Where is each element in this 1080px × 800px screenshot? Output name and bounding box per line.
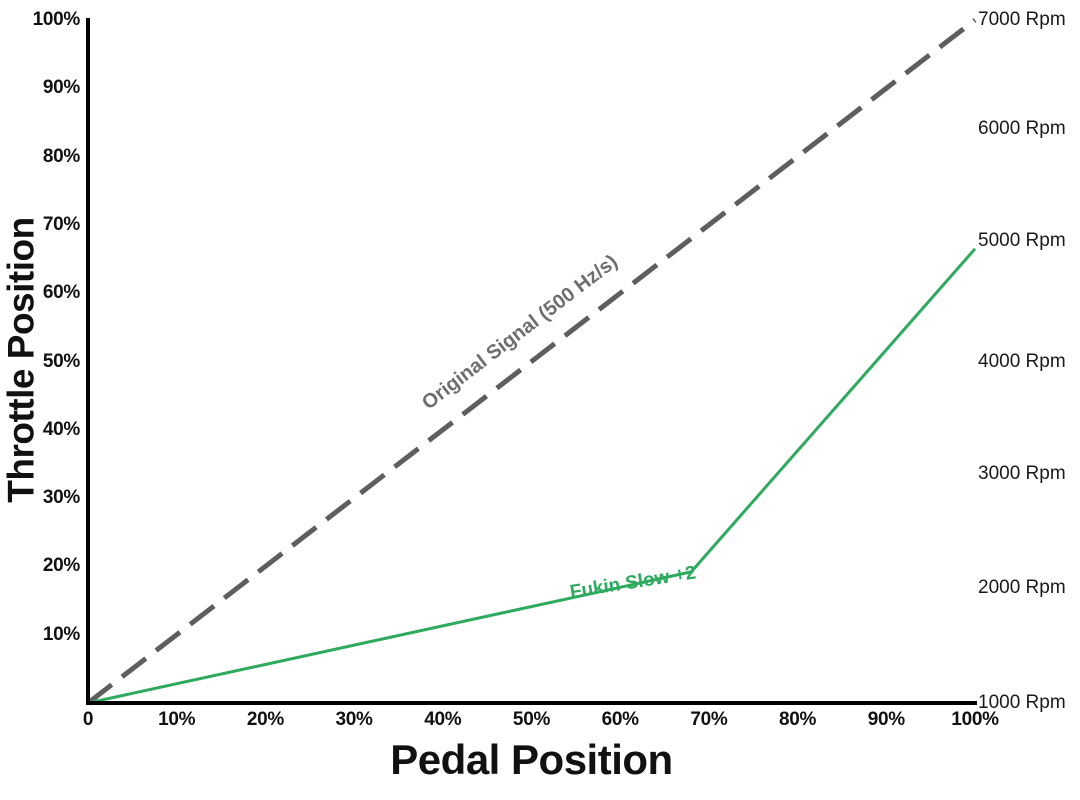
x-tick-label: 100% (951, 709, 999, 730)
rpm-tick-label: 2000 Rpm (978, 576, 1066, 598)
y-tick-label: 20% (42, 555, 80, 577)
rpm-tick-label: 7000 Rpm (978, 9, 1066, 30)
x-tick-label: 60% (601, 709, 639, 730)
x-axis-title: Pedal Position (390, 736, 673, 783)
series-layer (86, 18, 977, 705)
y-tick-label: 100% (32, 9, 81, 30)
x-tick-label: 50% (512, 709, 551, 730)
x-tick-label: 80% (779, 709, 817, 730)
y-axis-tick-labels: 10% 20% 30% 40% 50% 60% 70% 80% 90% 100% (20, 0, 81, 800)
x-tick-label: 90% (867, 709, 905, 730)
x-tick-label: 0 (82, 709, 94, 730)
x-tick-label: 20% (246, 709, 284, 730)
rpm-tick-label: 5000 Rpm (978, 230, 1066, 252)
x-tick-label: 10% (158, 709, 196, 730)
y-tick-label: 40% (42, 418, 80, 440)
y-tick-label: 50% (42, 350, 80, 372)
y-tick-label: 70% (42, 213, 80, 235)
y-tick-label: 90% (42, 77, 80, 99)
series-line-original-signal (86, 18, 977, 705)
x-tick-label: 70% (690, 709, 728, 730)
y-tick-label: 60% (42, 282, 80, 304)
rpm-tick-label: 6000 Rpm (978, 117, 1066, 139)
rpm-tick-label: 3000 Rpm (978, 462, 1066, 484)
rpm-tick-label: 4000 Rpm (978, 351, 1066, 373)
y-tick-label: 30% (42, 487, 80, 509)
y-tick-label: 80% (42, 145, 80, 167)
x-tick-label: 30% (335, 709, 373, 730)
x-tick-label: 40% (424, 709, 462, 730)
axis-lines (86, 18, 977, 705)
rpm-tick-label: 1000 Rpm (978, 692, 1066, 713)
series-line-fukin-slow (87, 247, 977, 705)
y-tick-label: 10% (42, 623, 80, 645)
